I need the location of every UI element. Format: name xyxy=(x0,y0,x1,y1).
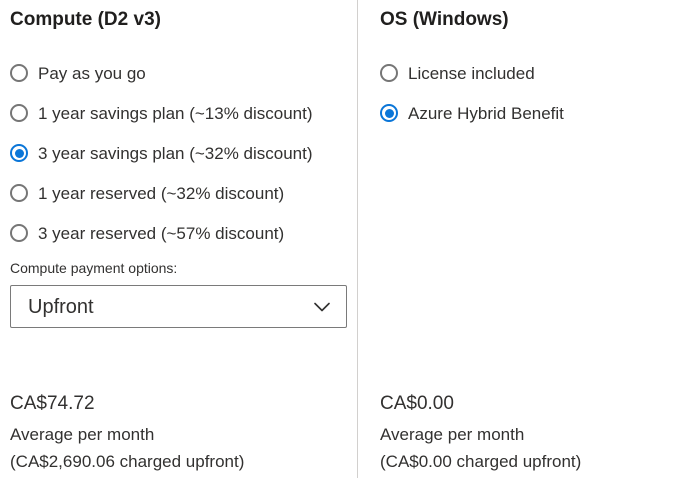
os-price-block: CA$0.00 Average per month (CA$0.00 charg… xyxy=(380,392,581,473)
radio-option-1yr-reserved[interactable]: 1 year reserved (~32% discount) xyxy=(10,179,322,208)
compute-section-title: Compute (D2 v3) xyxy=(10,9,161,30)
3yr-savings-plan-radio-icon[interactable] xyxy=(10,144,28,162)
pay-as-you-go-radio-icon[interactable] xyxy=(10,64,28,82)
compute-options-group: Pay as you go 1 year savings plan (~13% … xyxy=(10,59,347,248)
os-price-caption: Average per month xyxy=(380,425,525,444)
os-price: CA$0.00 xyxy=(380,393,454,414)
radio-option-label: Azure Hybrid Benefit xyxy=(408,104,564,123)
compute-price-caption: Average per month xyxy=(10,425,155,444)
radio-option-label: 1 year savings plan (~13% discount) xyxy=(38,104,313,123)
radio-option-3yr-savings-plan[interactable]: 3 year savings plan (~32% discount) xyxy=(10,139,322,168)
3yr-reserved-radio-icon[interactable] xyxy=(10,224,28,242)
radio-option-azure-hybrid-benefit[interactable]: Azure Hybrid Benefit xyxy=(380,99,692,128)
radio-option-label: 1 year reserved (~32% discount) xyxy=(38,184,285,203)
compute-section: Compute (D2 v3) Pay as you go 1 year sav… xyxy=(10,0,358,478)
payment-options-select-wrap: Upfront xyxy=(10,285,347,328)
os-options-group: License included Azure Hybrid Benefit xyxy=(380,59,697,128)
radio-option-label: Pay as you go xyxy=(38,64,146,83)
radio-option-3yr-reserved[interactable]: 3 year reserved (~57% discount) xyxy=(10,219,322,248)
1yr-reserved-radio-icon[interactable] xyxy=(10,184,28,202)
radio-option-pay-as-you-go[interactable]: Pay as you go xyxy=(10,59,322,88)
radio-option-label: License included xyxy=(408,64,535,83)
azure-hybrid-benefit-radio-icon[interactable] xyxy=(380,104,398,122)
compute-price-note: (CA$2,690.06 charged upfront) xyxy=(10,452,245,471)
os-price-note: (CA$0.00 charged upfront) xyxy=(380,452,582,471)
radio-option-license-included[interactable]: License included xyxy=(380,59,692,88)
radio-option-1yr-savings-plan[interactable]: 1 year savings plan (~13% discount) xyxy=(10,99,322,128)
compute-price-block: CA$74.72 Average per month (CA$2,690.06 … xyxy=(10,392,244,473)
1yr-savings-plan-radio-icon[interactable] xyxy=(10,104,28,122)
compute-price: CA$74.72 xyxy=(10,393,95,414)
radio-option-label: 3 year savings plan (~32% discount) xyxy=(38,144,313,163)
license-included-radio-icon[interactable] xyxy=(380,64,398,82)
os-section: OS (Windows) License included Azure Hybr… xyxy=(359,0,697,478)
os-section-title: OS (Windows) xyxy=(380,9,509,30)
payment-options-select[interactable]: Upfront xyxy=(10,285,347,328)
compute-payment-options-label: Compute payment options: xyxy=(10,260,178,276)
radio-option-label: 3 year reserved (~57% discount) xyxy=(38,224,285,243)
